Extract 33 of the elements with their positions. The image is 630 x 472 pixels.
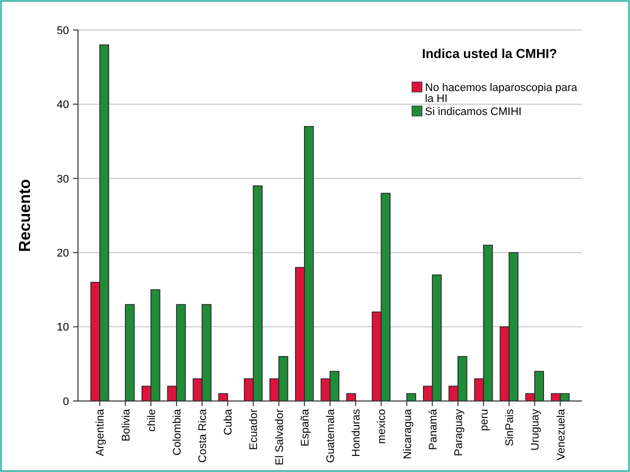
legend-label: Si indicamos CMIHI [425, 106, 522, 118]
x-tick-label: Venezuela [555, 408, 568, 460]
y-tick-label: 20 [56, 247, 69, 260]
x-tick-label: chile [146, 409, 158, 432]
x-tick-label: SinPais [504, 408, 516, 446]
legend-title: Indica usted la CMHI? [422, 46, 558, 61]
x-tick-label: Colombia [171, 408, 184, 456]
x-tick-label: Honduras [350, 408, 363, 457]
y-tick-label: 30 [56, 173, 69, 186]
bar [406, 393, 416, 402]
x-tick-label: Uruguay [530, 408, 542, 451]
y-tick-label: 50 [56, 24, 69, 37]
x-tick-label: Paraguay [452, 408, 465, 456]
bar [346, 393, 356, 402]
bar [218, 393, 228, 402]
x-tick-label: Argentina [94, 408, 107, 456]
x-tick-label: Guatemala [325, 408, 337, 463]
x-tick-label: Costa Rica [197, 408, 210, 463]
y-tick-label: 10 [56, 322, 69, 334]
y-tick-label: 40 [56, 99, 69, 112]
x-tick-label: El Salvador [274, 408, 286, 466]
x-tick-label: Bolivia [120, 408, 132, 442]
x-tick-label: peru [478, 409, 491, 432]
legend-label: No hacemos laparoscopia para la HI [425, 82, 578, 105]
x-tick-label: Nicaragua [402, 408, 414, 460]
x-tick-label: Panamá [427, 408, 440, 450]
x-tick-label: mexico [376, 409, 388, 444]
y-axis-title: Recuento [17, 178, 34, 252]
x-tick-label: Cuba [222, 408, 235, 436]
y-tick-label: 0 [62, 396, 69, 408]
bar [124, 304, 135, 402]
x-tick-label: España [299, 408, 312, 446]
x-tick-label: Ecuador [248, 408, 260, 450]
